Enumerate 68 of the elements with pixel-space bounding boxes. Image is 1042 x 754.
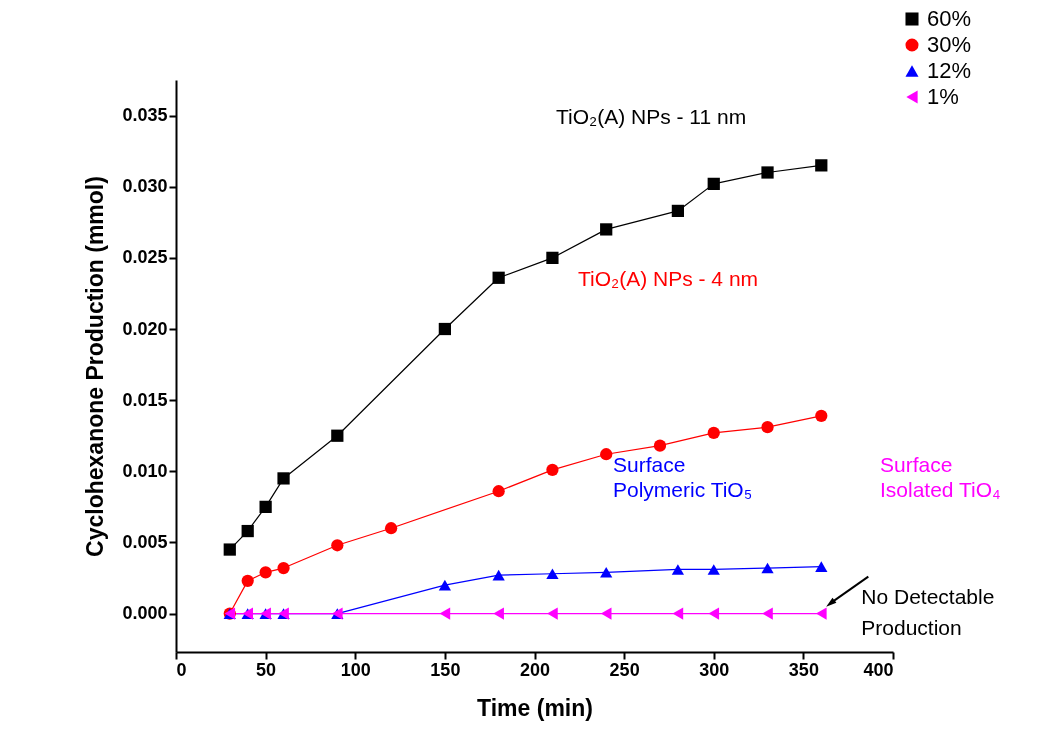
x-tick-label: 250 <box>609 659 640 680</box>
point <box>707 426 720 439</box>
point <box>815 409 828 422</box>
point <box>439 607 451 620</box>
point <box>546 463 559 476</box>
point <box>761 421 774 434</box>
point <box>600 567 613 578</box>
point <box>546 568 559 580</box>
point <box>277 561 290 575</box>
legend-label: 60% <box>927 6 972 31</box>
x-tick-label: 100 <box>340 659 371 680</box>
point <box>547 607 558 620</box>
point <box>653 439 667 452</box>
annotation: TiO₂(A) NPs - 11 nm <box>556 105 747 128</box>
x-tick-label: 50 <box>256 659 277 680</box>
point <box>816 607 827 620</box>
x-tick-label: 400 <box>863 659 894 680</box>
legend-label: 30% <box>927 32 972 57</box>
x-tick-label: 200 <box>519 659 551 680</box>
point <box>438 322 451 336</box>
y-tick-label: 0.005 <box>122 531 168 552</box>
y-tick-label: 0.035 <box>122 105 168 126</box>
legend-label: 12% <box>927 58 972 83</box>
point <box>600 448 613 461</box>
x-tick-label: 150 <box>430 659 461 680</box>
point <box>815 561 828 572</box>
y-tick-label: 0.030 <box>122 176 168 197</box>
point <box>438 579 451 591</box>
point <box>492 271 505 284</box>
y-tick-label: 0.020 <box>122 318 168 339</box>
x-tick-label: 0 <box>176 659 187 680</box>
y-tick-label: 0.025 <box>122 247 168 268</box>
y-tick-label: 0.010 <box>122 460 168 481</box>
point <box>277 472 290 485</box>
point <box>600 223 613 236</box>
annotation: Surface Isolated TiO₄ <box>880 453 1001 501</box>
annotation: Surface Polymeric TiO₅ <box>613 453 753 501</box>
point <box>331 429 344 442</box>
point <box>241 524 254 538</box>
annotation: TiO₂(A) NPs - 4 nm <box>578 267 759 290</box>
point <box>707 564 720 575</box>
x-tick-label: 300 <box>699 659 730 680</box>
point <box>492 569 505 581</box>
point <box>546 251 559 264</box>
point <box>672 607 684 620</box>
y-tick-label: 0.000 <box>122 603 168 624</box>
point <box>762 607 773 620</box>
legend-label: 1% <box>927 84 959 109</box>
point <box>331 539 344 552</box>
x-tick-label: 350 <box>788 659 819 680</box>
point <box>259 566 272 579</box>
point <box>384 522 398 535</box>
point <box>259 500 272 513</box>
annotation: No Detectable Production <box>861 584 995 639</box>
point <box>493 607 504 620</box>
point <box>671 204 685 218</box>
point <box>761 562 774 574</box>
point <box>671 564 685 575</box>
y-axis-title: Cyclohexanone Production (mmol) <box>82 176 109 557</box>
point <box>815 159 828 172</box>
point <box>492 485 505 498</box>
point <box>761 166 774 179</box>
point <box>241 574 254 587</box>
y-tick-label: 0.015 <box>122 389 168 410</box>
x-axis-title: Time (min) <box>477 694 593 721</box>
point <box>708 607 720 620</box>
point <box>223 543 236 556</box>
point <box>707 177 720 190</box>
